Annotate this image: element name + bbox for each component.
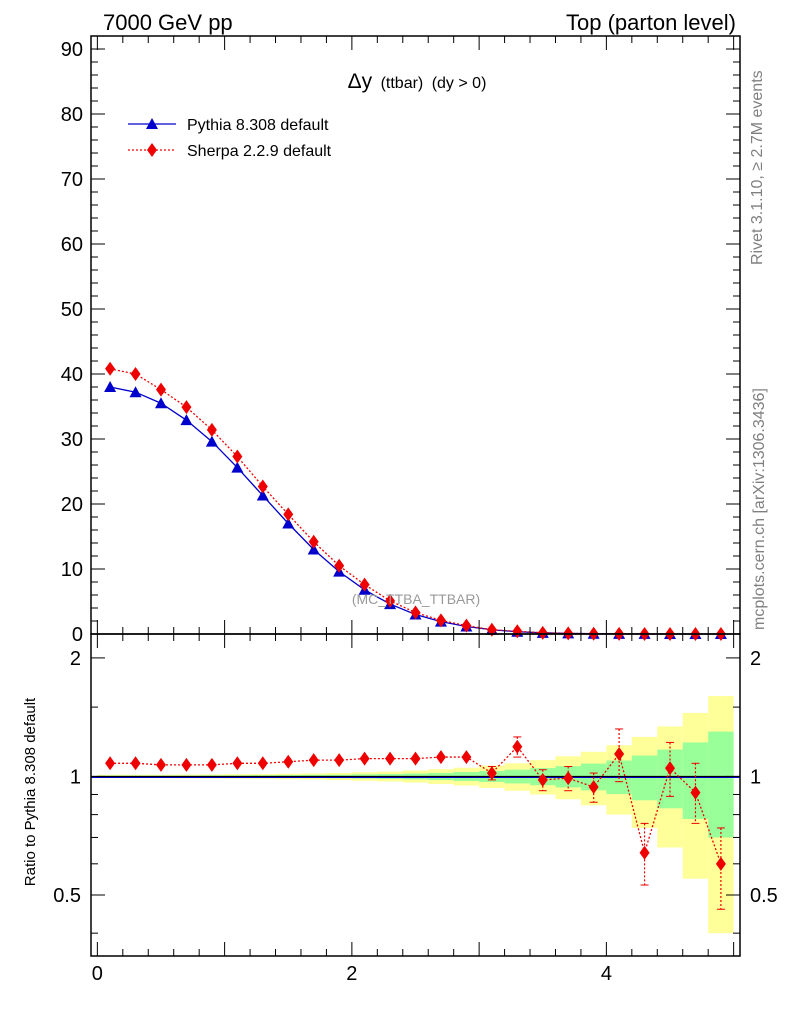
sherpa-ratio-point — [385, 751, 396, 766]
sherpa-point — [385, 593, 396, 608]
sherpa-point — [334, 558, 345, 573]
ratio-ytick-label: 1 — [70, 766, 81, 788]
sherpa-ratio-point — [308, 753, 319, 768]
sherpa-ratio-point — [105, 756, 116, 771]
pythia-point — [129, 386, 142, 398]
plot-title: Δy (ttbar) (dy > 0) — [348, 70, 487, 93]
sherpa-ratio-point — [588, 780, 599, 795]
mcplots-label: mcplots.cern.ch [arXiv:1306.3436] — [751, 388, 768, 630]
pythia-point — [282, 517, 295, 529]
sherpa-ratio-point — [334, 753, 345, 768]
plot-title-sub: (ttbar) — [381, 75, 424, 92]
main-ytick-label: 80 — [61, 104, 83, 126]
ratio-ytick-label-right: 1 — [750, 766, 761, 788]
sherpa-point — [359, 577, 370, 592]
sherpa-point — [206, 422, 217, 437]
sherpa-ratio-point — [130, 756, 141, 771]
sherpa-point — [232, 449, 243, 464]
main-ytick-label: 20 — [61, 494, 83, 516]
sherpa-ratio-point — [512, 739, 523, 754]
rivet-label: Rivet 3.1.10, ≥ 2.7M events — [749, 70, 766, 265]
pythia-point — [104, 381, 117, 392]
sherpa-point — [512, 624, 523, 639]
sherpa-ratio-point — [410, 751, 421, 766]
ratio-ytick-label-right: 2 — [750, 648, 761, 670]
plot-title-cut: (dy > 0) — [432, 75, 487, 92]
sherpa-point — [181, 400, 192, 415]
main-ytick-label: 60 — [61, 234, 83, 256]
sherpa-ratio-point — [461, 750, 472, 765]
sherpa-ratio-point — [563, 771, 574, 786]
sherpa-point — [435, 613, 446, 628]
pythia-point — [154, 397, 167, 409]
sherpa-point — [537, 625, 548, 640]
main-ytick-label: 90 — [61, 39, 83, 61]
ratio-xtick-label: 2 — [346, 963, 357, 985]
sherpa-ratio-point — [614, 747, 625, 762]
legend-sherpa-label: Sherpa 2.2.9 default — [187, 143, 332, 160]
sherpa-ratio-point — [486, 766, 497, 781]
pythia-point — [307, 543, 320, 555]
ratio-frame — [90, 633, 741, 957]
sherpa-point — [283, 507, 294, 522]
ratio-ytick-label: 0.5 — [53, 885, 81, 907]
sherpa-ratio-point — [206, 757, 217, 772]
sherpa-ratio-point — [232, 756, 243, 771]
main-ytick-label: 0 — [72, 624, 83, 646]
main-plot: 0 10 20 30 40 50 60 70 80 90 — [61, 35, 741, 646]
sherpa-point — [257, 479, 268, 494]
pythia-point — [256, 489, 269, 501]
sherpa-point — [155, 382, 166, 397]
legend-sherpa-marker — [147, 143, 157, 157]
sherpa-point — [461, 618, 472, 633]
main-ytick-label: 50 — [61, 299, 83, 321]
pythia-point — [231, 461, 244, 473]
band-green — [708, 731, 734, 838]
header-right: Top (parton level) — [566, 10, 736, 35]
sherpa-point — [130, 367, 141, 381]
ratio-xtick-label: 4 — [601, 963, 612, 985]
sherpa-point — [105, 361, 116, 376]
plot-title-symbol: Δy — [348, 70, 373, 93]
ratio-ytick-label: 2 — [70, 648, 81, 670]
sherpa-point — [410, 605, 421, 620]
watermark: (MC_TTBA_TTBAR) — [352, 591, 480, 607]
ratio-ytick-label-right: 0.5 — [750, 885, 778, 907]
legend-pythia-label: Pythia 8.308 default — [187, 117, 329, 134]
sherpa-point — [486, 622, 497, 637]
sherpa-ratio-point — [181, 757, 192, 772]
main-ytick-label: 10 — [61, 559, 83, 581]
ratio-xtick-label: 0 — [92, 963, 103, 985]
main-ytick-label: 30 — [61, 429, 83, 451]
sherpa-ratio-point — [435, 750, 446, 765]
main-ytick-label: 40 — [61, 364, 83, 386]
sherpa-ratio-point — [283, 754, 294, 769]
sherpa-ratio-point — [665, 761, 676, 776]
legend-pythia-marker — [146, 118, 158, 129]
sherpa-ratio-point — [155, 757, 166, 772]
header-left: 7000 GeV pp — [103, 10, 233, 35]
ratio-ylabel: Ratio to Pythia 8.308 default — [22, 697, 39, 886]
pythia-point — [180, 414, 193, 426]
sherpa-ratio-point — [257, 756, 268, 771]
sherpa-ratio-point — [639, 845, 650, 860]
pythia-point — [205, 435, 218, 447]
main-ytick-label: 70 — [61, 169, 83, 191]
sherpa-ratio-point — [537, 772, 548, 787]
sherpa-ratio-point — [715, 856, 726, 871]
sherpa-ratio-point — [359, 751, 370, 766]
legend: Pythia 8.308 default Sherpa 2.2.9 defaul… — [128, 117, 332, 160]
sherpa-ratio-point — [690, 785, 701, 800]
ratio-plot: 0.5 0.5 1 1 2 2 0 2 4 — [53, 633, 778, 985]
sherpa-point — [308, 534, 319, 549]
